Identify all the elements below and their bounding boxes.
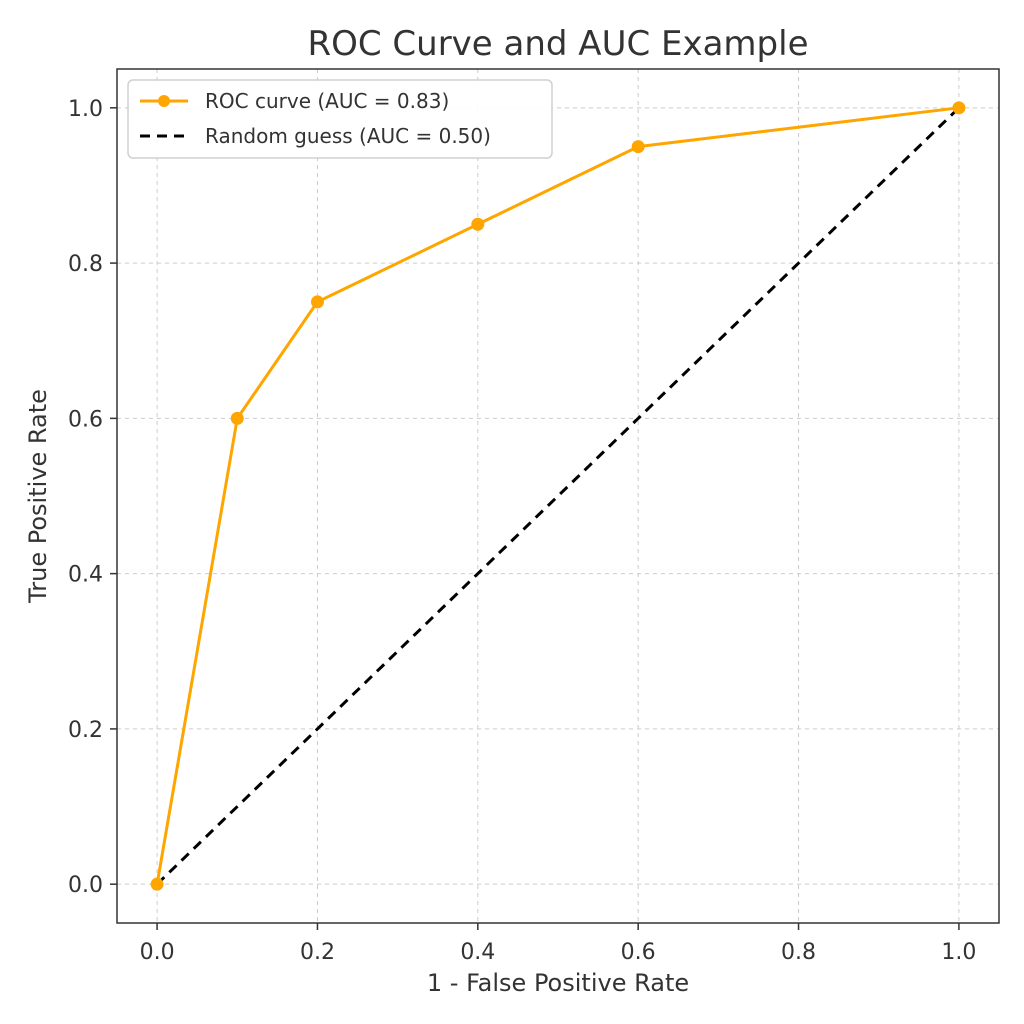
roc-point-2 bbox=[310, 295, 324, 309]
x-tick-label-3: 0.6 bbox=[621, 940, 656, 965]
roc-point-0 bbox=[150, 877, 164, 891]
y-tick-label-5: 1.0 bbox=[68, 97, 103, 122]
y-tick-label-3: 0.6 bbox=[68, 407, 103, 432]
legend-roc-label: ROC curve (AUC = 0.83) bbox=[205, 89, 449, 113]
x-tick-label-5: 1.0 bbox=[941, 940, 976, 965]
legend-roc-marker bbox=[158, 95, 170, 107]
roc-point-1 bbox=[230, 411, 244, 425]
x-axis-label: 1 - False Positive Rate bbox=[427, 969, 689, 997]
x-tick-label-4: 0.8 bbox=[781, 940, 816, 965]
axis-ticks: 0.0 0.2 0.4 0.6 0.8 1.0 0.0 0.2 0.4 0.6 0.8 1.0 bbox=[68, 97, 976, 965]
y-tick-label-1: 0.2 bbox=[68, 718, 103, 743]
series-layer bbox=[150, 101, 966, 891]
series-roc-line bbox=[155, 106, 960, 885]
x-tick-label-2: 0.4 bbox=[460, 940, 495, 965]
roc-point-3 bbox=[471, 217, 485, 231]
roc-point-4 bbox=[631, 140, 645, 154]
chart-title: ROC Curve and AUC Example bbox=[307, 24, 808, 64]
x-tick-label-1: 0.2 bbox=[300, 940, 335, 965]
roc-point-5 bbox=[952, 101, 966, 115]
legend-random-label: Random guess (AUC = 0.50) bbox=[205, 124, 491, 148]
plot-frame bbox=[116, 68, 1000, 924]
y-axis-label: True Positive Rate bbox=[24, 389, 52, 604]
legend-frame bbox=[127, 79, 553, 159]
y-tick-label-0: 0.0 bbox=[68, 873, 103, 898]
y-tick-label-2: 0.4 bbox=[68, 563, 103, 588]
legend: ROC curve (AUC = 0.83) Random guess (AUC… bbox=[127, 79, 553, 159]
x-tick-label-0: 0.0 bbox=[140, 940, 175, 965]
y-tick-label-4: 0.8 bbox=[68, 252, 103, 277]
